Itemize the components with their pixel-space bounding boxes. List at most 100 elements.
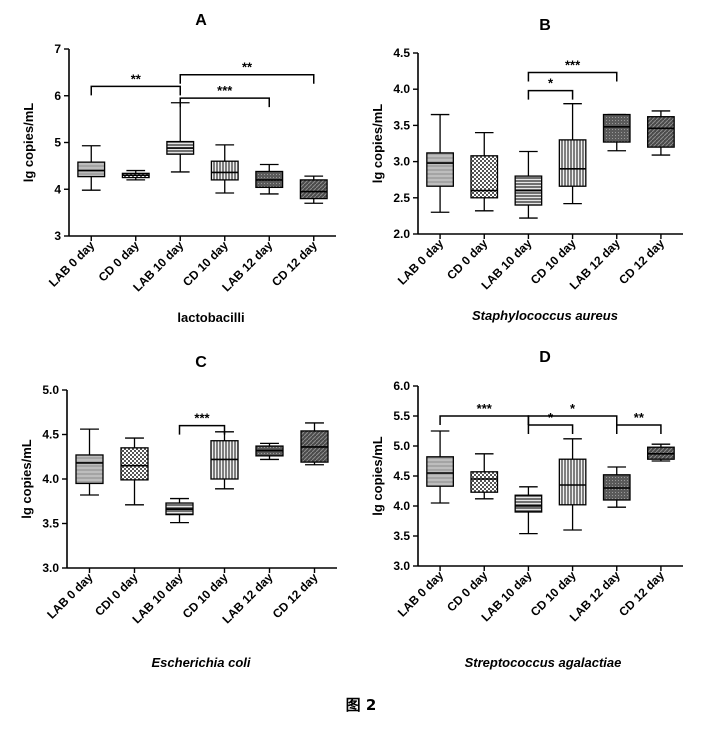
box-iqr bbox=[602, 113, 631, 143]
x-tick-label: CD 0 day bbox=[96, 238, 142, 284]
x-tick-label: LAB 0 day bbox=[46, 238, 98, 290]
x-tick-label: CD 12 day bbox=[270, 570, 321, 621]
x-axis-label: Streptococcus agalactiae bbox=[465, 655, 622, 670]
significance-bracket: * bbox=[527, 410, 574, 434]
x-tick-label: CD 12 day bbox=[616, 236, 667, 287]
y-tick-label: 3.0 bbox=[393, 155, 410, 169]
box-lab-12-day bbox=[255, 442, 284, 461]
panel-label: B bbox=[539, 17, 551, 34]
y-axis-label: lg copies/mL bbox=[19, 439, 34, 519]
x-tick-label: CD 0 day bbox=[444, 236, 490, 282]
y-axis-label: lg copies/mL bbox=[370, 104, 385, 184]
box-lab-12-day bbox=[602, 113, 631, 152]
y-tick-label: 4.5 bbox=[42, 428, 59, 442]
box-cd-10-day bbox=[558, 438, 587, 531]
box-cd-0-day bbox=[470, 131, 499, 212]
bracket-line bbox=[527, 71, 618, 82]
box-iqr bbox=[75, 454, 104, 485]
bracket-line bbox=[616, 424, 662, 434]
box-lab-10-day bbox=[166, 102, 195, 173]
chart-panel-b: B 2.0 2.5 3.0 3.5 4.0 4.5 lg copies/mL LAB 0 day… bbox=[370, 17, 683, 323]
box-lab-0-day bbox=[77, 145, 106, 191]
y-tick-label: 2.0 bbox=[393, 227, 410, 241]
panel-label: C bbox=[195, 354, 207, 371]
x-tick-label: CD 12 day bbox=[269, 238, 320, 289]
bracket-line bbox=[179, 97, 270, 108]
y-tick-label: 3.0 bbox=[42, 561, 59, 575]
box-lab-0-day bbox=[426, 430, 454, 504]
box-cd-12-day bbox=[647, 443, 675, 462]
figure-caption: 图 2 bbox=[345, 696, 377, 714]
significance-label: *** bbox=[477, 401, 493, 416]
significance-label: *** bbox=[217, 83, 233, 98]
bracket-line bbox=[179, 73, 315, 84]
y-tick-label: 6.0 bbox=[393, 379, 410, 393]
x-tick-label: CD 12 day bbox=[616, 568, 667, 619]
box-lab-10-day bbox=[514, 486, 543, 535]
box-cd-12-day bbox=[647, 110, 675, 156]
bracket-line bbox=[527, 424, 574, 434]
box-cd-12-day bbox=[300, 422, 329, 466]
y-tick-label: 5 bbox=[54, 136, 61, 150]
significance-bracket: *** bbox=[439, 401, 530, 425]
box-iqr bbox=[514, 494, 543, 513]
significance-label: ** bbox=[242, 60, 253, 75]
box-cd-10-day bbox=[210, 144, 239, 194]
panel-label: A bbox=[195, 12, 207, 29]
significance-label: ** bbox=[131, 71, 142, 86]
panel-label: D bbox=[539, 349, 551, 366]
y-tick-label: 3.5 bbox=[42, 517, 59, 531]
box-cdi-0-day bbox=[120, 437, 149, 506]
y-tick-label: 4 bbox=[54, 182, 61, 196]
box-lab-0-day bbox=[75, 428, 104, 496]
y-tick-label: 5.0 bbox=[393, 439, 410, 453]
box-iqr bbox=[299, 179, 328, 200]
box-iqr bbox=[210, 160, 239, 181]
box-iqr bbox=[647, 116, 675, 148]
x-axis-label: lactobacilli bbox=[177, 310, 244, 325]
box-cd-10-day bbox=[210, 431, 239, 490]
significance-bracket: * bbox=[527, 76, 574, 100]
box-iqr bbox=[426, 152, 454, 187]
y-tick-label: 6 bbox=[54, 89, 61, 103]
significance-label: * bbox=[570, 401, 576, 416]
chart-panel-d: D 3.0 3.5 4.0 4.5 5.0 5.5 6.0 lg copies/mL LAB 0 … bbox=[370, 349, 683, 670]
bracket-line bbox=[439, 415, 530, 425]
x-axis-label: Escherichia coli bbox=[152, 655, 251, 670]
y-axis-label: lg copies/mL bbox=[370, 436, 385, 516]
significance-label: ** bbox=[634, 410, 645, 425]
x-tick-label: LAB 0 day bbox=[395, 568, 447, 620]
y-tick-label: 7 bbox=[54, 42, 61, 56]
x-tick-label: LAB 0 day bbox=[395, 236, 447, 288]
box-iqr bbox=[426, 456, 454, 487]
box-iqr bbox=[470, 155, 499, 199]
significance-label: * bbox=[548, 410, 554, 425]
box-cd-10-day bbox=[558, 103, 587, 205]
box-iqr bbox=[558, 139, 587, 187]
significance-bracket: ** bbox=[90, 71, 181, 96]
box-cd-0-day bbox=[121, 169, 150, 181]
significance-bracket: *** bbox=[527, 58, 618, 82]
y-tick-label: 4.0 bbox=[393, 499, 410, 513]
bracket-line bbox=[527, 89, 574, 100]
y-axis-label: lg copies/mL bbox=[21, 103, 36, 183]
y-tick-label: 4.0 bbox=[42, 472, 59, 486]
significance-bracket: *** bbox=[178, 411, 226, 435]
y-tick-label: 5.0 bbox=[42, 383, 59, 397]
x-axis-label: Staphylococcus aureus bbox=[472, 308, 618, 323]
box-iqr bbox=[120, 447, 149, 481]
bracket-line bbox=[178, 424, 226, 435]
bracket-line bbox=[90, 85, 181, 96]
box-lab-10-day bbox=[165, 497, 194, 524]
box-iqr bbox=[558, 458, 587, 506]
y-tick-label: 3.5 bbox=[393, 118, 410, 132]
x-tick-label: CD 0 day bbox=[444, 568, 490, 614]
box-cd-0-day bbox=[470, 453, 499, 500]
significance-bracket: ** bbox=[179, 60, 315, 84]
y-tick-label: 4.5 bbox=[393, 46, 410, 60]
significance-bracket: *** bbox=[179, 83, 270, 108]
significance-label: *** bbox=[565, 58, 581, 73]
